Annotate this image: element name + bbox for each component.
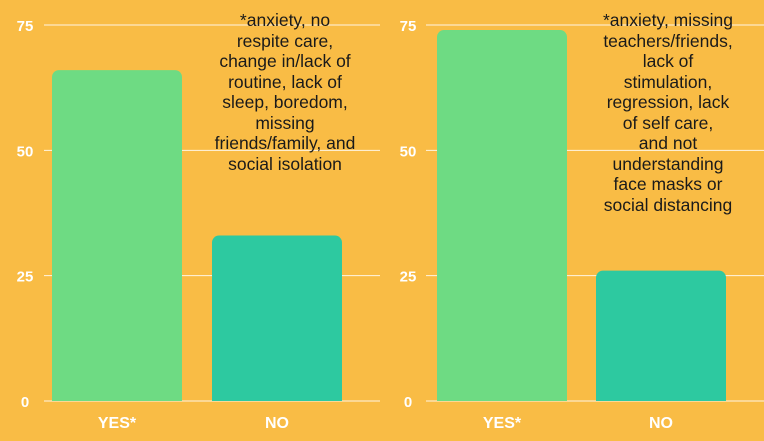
chart-2-xlabel-no: NO	[649, 415, 673, 432]
chart-2-bar-base-1	[596, 391, 726, 401]
chart-1-annotation: *anxiety, no respite care, change in/lac…	[214, 10, 356, 174]
chart-2-annotation: *anxiety, missing teachers/friends, lack…	[602, 10, 733, 215]
chart-2-bar-base-0	[437, 391, 567, 401]
chart-1-xlabel-yes: YES*	[98, 415, 137, 432]
chart-1-ytick-50: 50	[17, 143, 34, 160]
chart-2-xlabel-yes: YES*	[483, 415, 522, 432]
chart-1-bar-base-1	[212, 391, 342, 401]
chart-1-bar-yes	[52, 70, 182, 402]
chart-2-ytick-75: 75	[400, 18, 417, 35]
chart-1-xlabel-no: NO	[265, 415, 289, 432]
chart-1-ytick-25: 25	[17, 269, 34, 286]
chart-2-bar-no	[596, 270, 726, 401]
chart-1-ytick-0: 0	[21, 394, 29, 411]
chart-2-ytick-0: 0	[404, 394, 412, 411]
chart-1-ytick-75: 75	[17, 18, 34, 35]
chart-1-bar-base-0	[52, 391, 182, 401]
chart-2-bar-yes	[437, 30, 567, 401]
chart-1-bar-no	[212, 235, 342, 401]
chart-2-ytick-25: 25	[400, 269, 417, 286]
chart-2-ytick-50: 50	[400, 143, 417, 160]
